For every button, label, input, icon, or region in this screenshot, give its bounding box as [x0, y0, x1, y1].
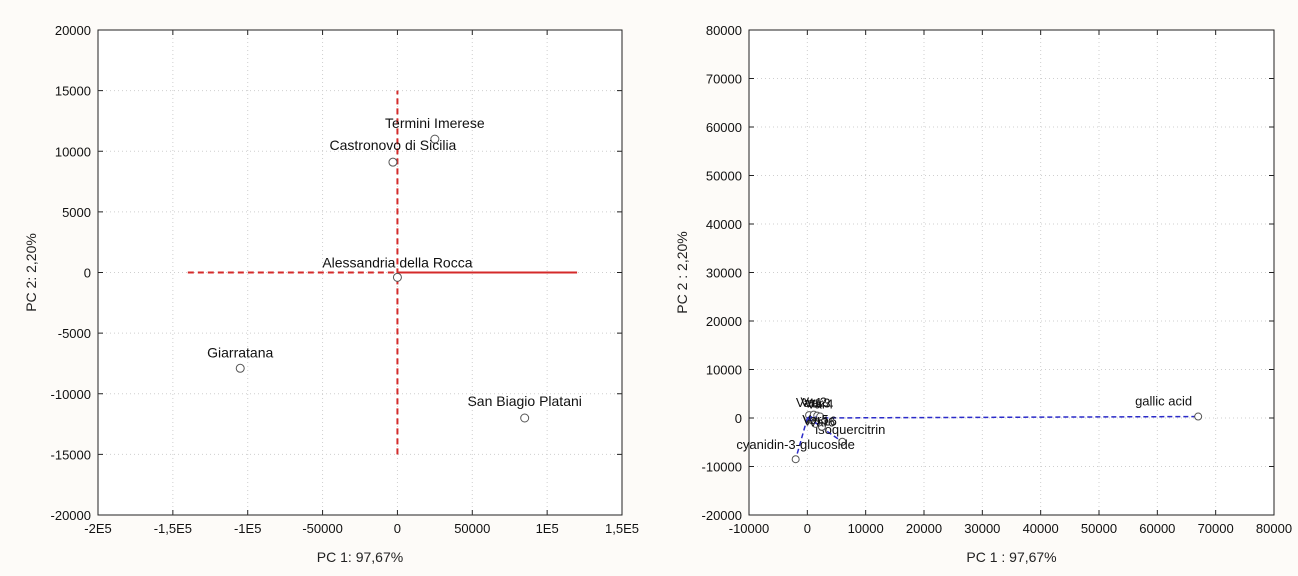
x-tick-label: 40000: [1023, 521, 1059, 536]
point-label: Termini Imerese: [385, 115, 485, 131]
y-axis-title: PC 2: 2,20%: [23, 233, 39, 312]
x-tick-label: 20000: [906, 521, 942, 536]
loading-label: gallic acid: [1135, 394, 1192, 409]
data-point: [235, 363, 245, 373]
y-tick-label: 20000: [55, 23, 91, 38]
y-tick-label: -5000: [58, 326, 91, 341]
x-tick-label: 0: [394, 521, 401, 536]
loading-point: [791, 455, 800, 464]
y-tick-label: -20000: [702, 508, 742, 523]
x-tick-label: -10000: [729, 521, 769, 536]
data-point: [430, 134, 440, 144]
x-tick-label: -2E5: [84, 521, 111, 536]
x-tick-label: 60000: [1139, 521, 1175, 536]
point-label: Castronovo di Sicilia: [330, 137, 457, 153]
y-tick-label: 60000: [706, 120, 742, 135]
loading-label: Var3: [804, 396, 831, 411]
x-tick-label: -50000: [302, 521, 342, 536]
x-tick-label: 50000: [1081, 521, 1117, 536]
point-label: San Biagio Platani: [467, 393, 581, 409]
x-tick-label: 80000: [1256, 521, 1292, 536]
loading-point: [838, 437, 847, 446]
y-tick-label: 70000: [706, 72, 742, 87]
y-tick-label: 5000: [62, 205, 91, 220]
x-tick-label: 0: [804, 521, 811, 536]
y-tick-label: -20000: [51, 508, 91, 523]
y-tick-label: 80000: [706, 23, 742, 38]
y-axis-title: PC 2 : 2,20%: [674, 231, 690, 314]
y-tick-label: 30000: [706, 266, 742, 281]
data-point: [520, 413, 530, 423]
data-point: [392, 272, 402, 282]
loading-label: isoquercitrin: [815, 422, 885, 437]
point-label: Giarratana: [207, 344, 273, 360]
y-tick-label: 15000: [55, 84, 91, 99]
score-plot: -2E5 -1,5E5 -1E5 -50000 0 50000 1E5 1,5E5-20000…: [23, 23, 639, 565]
loading-label: Var2: [801, 395, 828, 410]
loading-label: Var1: [796, 395, 823, 410]
point-label: Alessandria della Rocca: [322, 254, 472, 270]
x-tick-label: 30000: [964, 521, 1000, 536]
y-tick-label: 10000: [706, 363, 742, 378]
loading-point: [1194, 412, 1203, 421]
x-tick-label: 1,5E5: [605, 521, 639, 536]
x-tick-label: 1E5: [536, 521, 559, 536]
y-tick-label: 0: [84, 266, 91, 281]
y-tick-label: 20000: [706, 314, 742, 329]
loading-plot: -10000 0 10000 20000 30000 40000 50000 60000 700…: [674, 23, 1292, 565]
x-axis-title: PC 1: 97,67%: [317, 549, 403, 565]
x-tick-label: 10000: [848, 521, 884, 536]
loading-label: cyanidin-3-glucoside: [736, 437, 855, 452]
y-tick-label: -10000: [51, 387, 91, 402]
y-tick-label: 0: [735, 411, 742, 426]
y-tick-label: 40000: [706, 217, 742, 232]
y-tick-label: 50000: [706, 169, 742, 184]
loading-point: [817, 422, 826, 431]
loading-vector: [806, 417, 843, 443]
x-tick-label: -1,5E5: [154, 521, 192, 536]
loading-vector: [806, 417, 823, 428]
data-point: [388, 157, 398, 167]
y-tick-label: -15000: [51, 447, 91, 462]
loading-label: Var4: [807, 397, 834, 412]
plot-area: [748, 29, 1275, 516]
x-tick-label: -1E5: [234, 521, 261, 536]
y-tick-label: 10000: [55, 144, 91, 159]
loading-vector: [807, 415, 1199, 419]
x-axis-title: PC 1 : 97,67%: [966, 549, 1056, 565]
y-tick-label: -10000: [702, 460, 742, 475]
loading-point: [816, 412, 825, 421]
loading-vector: [794, 417, 809, 460]
x-tick-label: 50000: [454, 521, 490, 536]
loading-point: [811, 419, 820, 428]
x-tick-label: 70000: [1198, 521, 1234, 536]
loading-label: Var6: [809, 415, 836, 430]
